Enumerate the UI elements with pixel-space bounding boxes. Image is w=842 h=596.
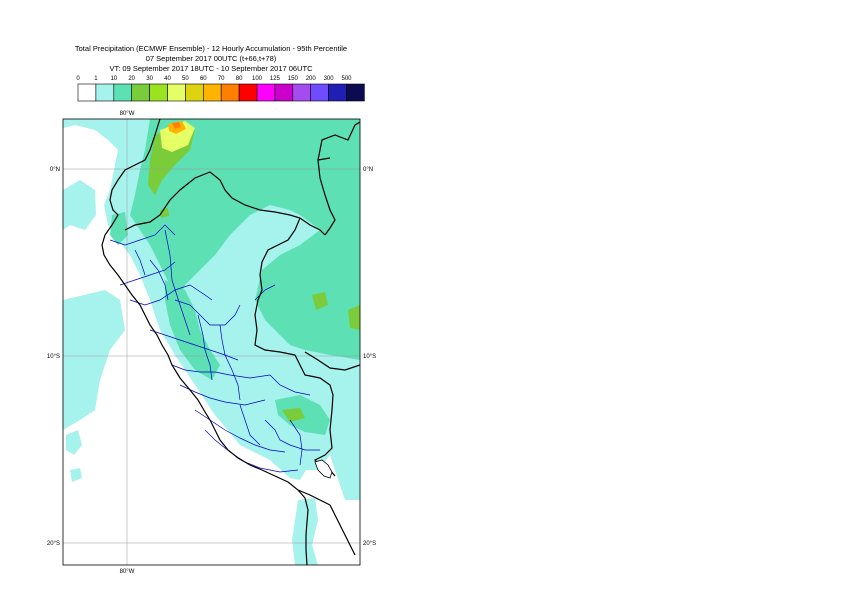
lat-label-left-0: 0°N bbox=[50, 167, 60, 173]
lat-label-right-0: 0°N bbox=[363, 167, 373, 173]
lat-label-right-10s: 10°S bbox=[363, 354, 376, 360]
lat-label-left-10s: 10°S bbox=[47, 354, 60, 360]
lat-label-right-20s: 20°S bbox=[363, 541, 376, 547]
lat-label-left-20s: 20°S bbox=[47, 541, 60, 547]
map-title: Total Precipitation (ECMWF Ensemble) - 1… bbox=[74, 44, 348, 53]
map-frame bbox=[62, 118, 361, 566]
valid-time: VT: 09 September 2017 18UTC - 10 Septemb… bbox=[109, 64, 313, 73]
lon-label-bottom: 80°W bbox=[120, 569, 135, 575]
lon-label-top: 80°W bbox=[120, 111, 135, 117]
base-time: 07 September 2017 00UTC (t+66,t+78) bbox=[145, 54, 277, 63]
lake-titicaca bbox=[314, 459, 333, 479]
